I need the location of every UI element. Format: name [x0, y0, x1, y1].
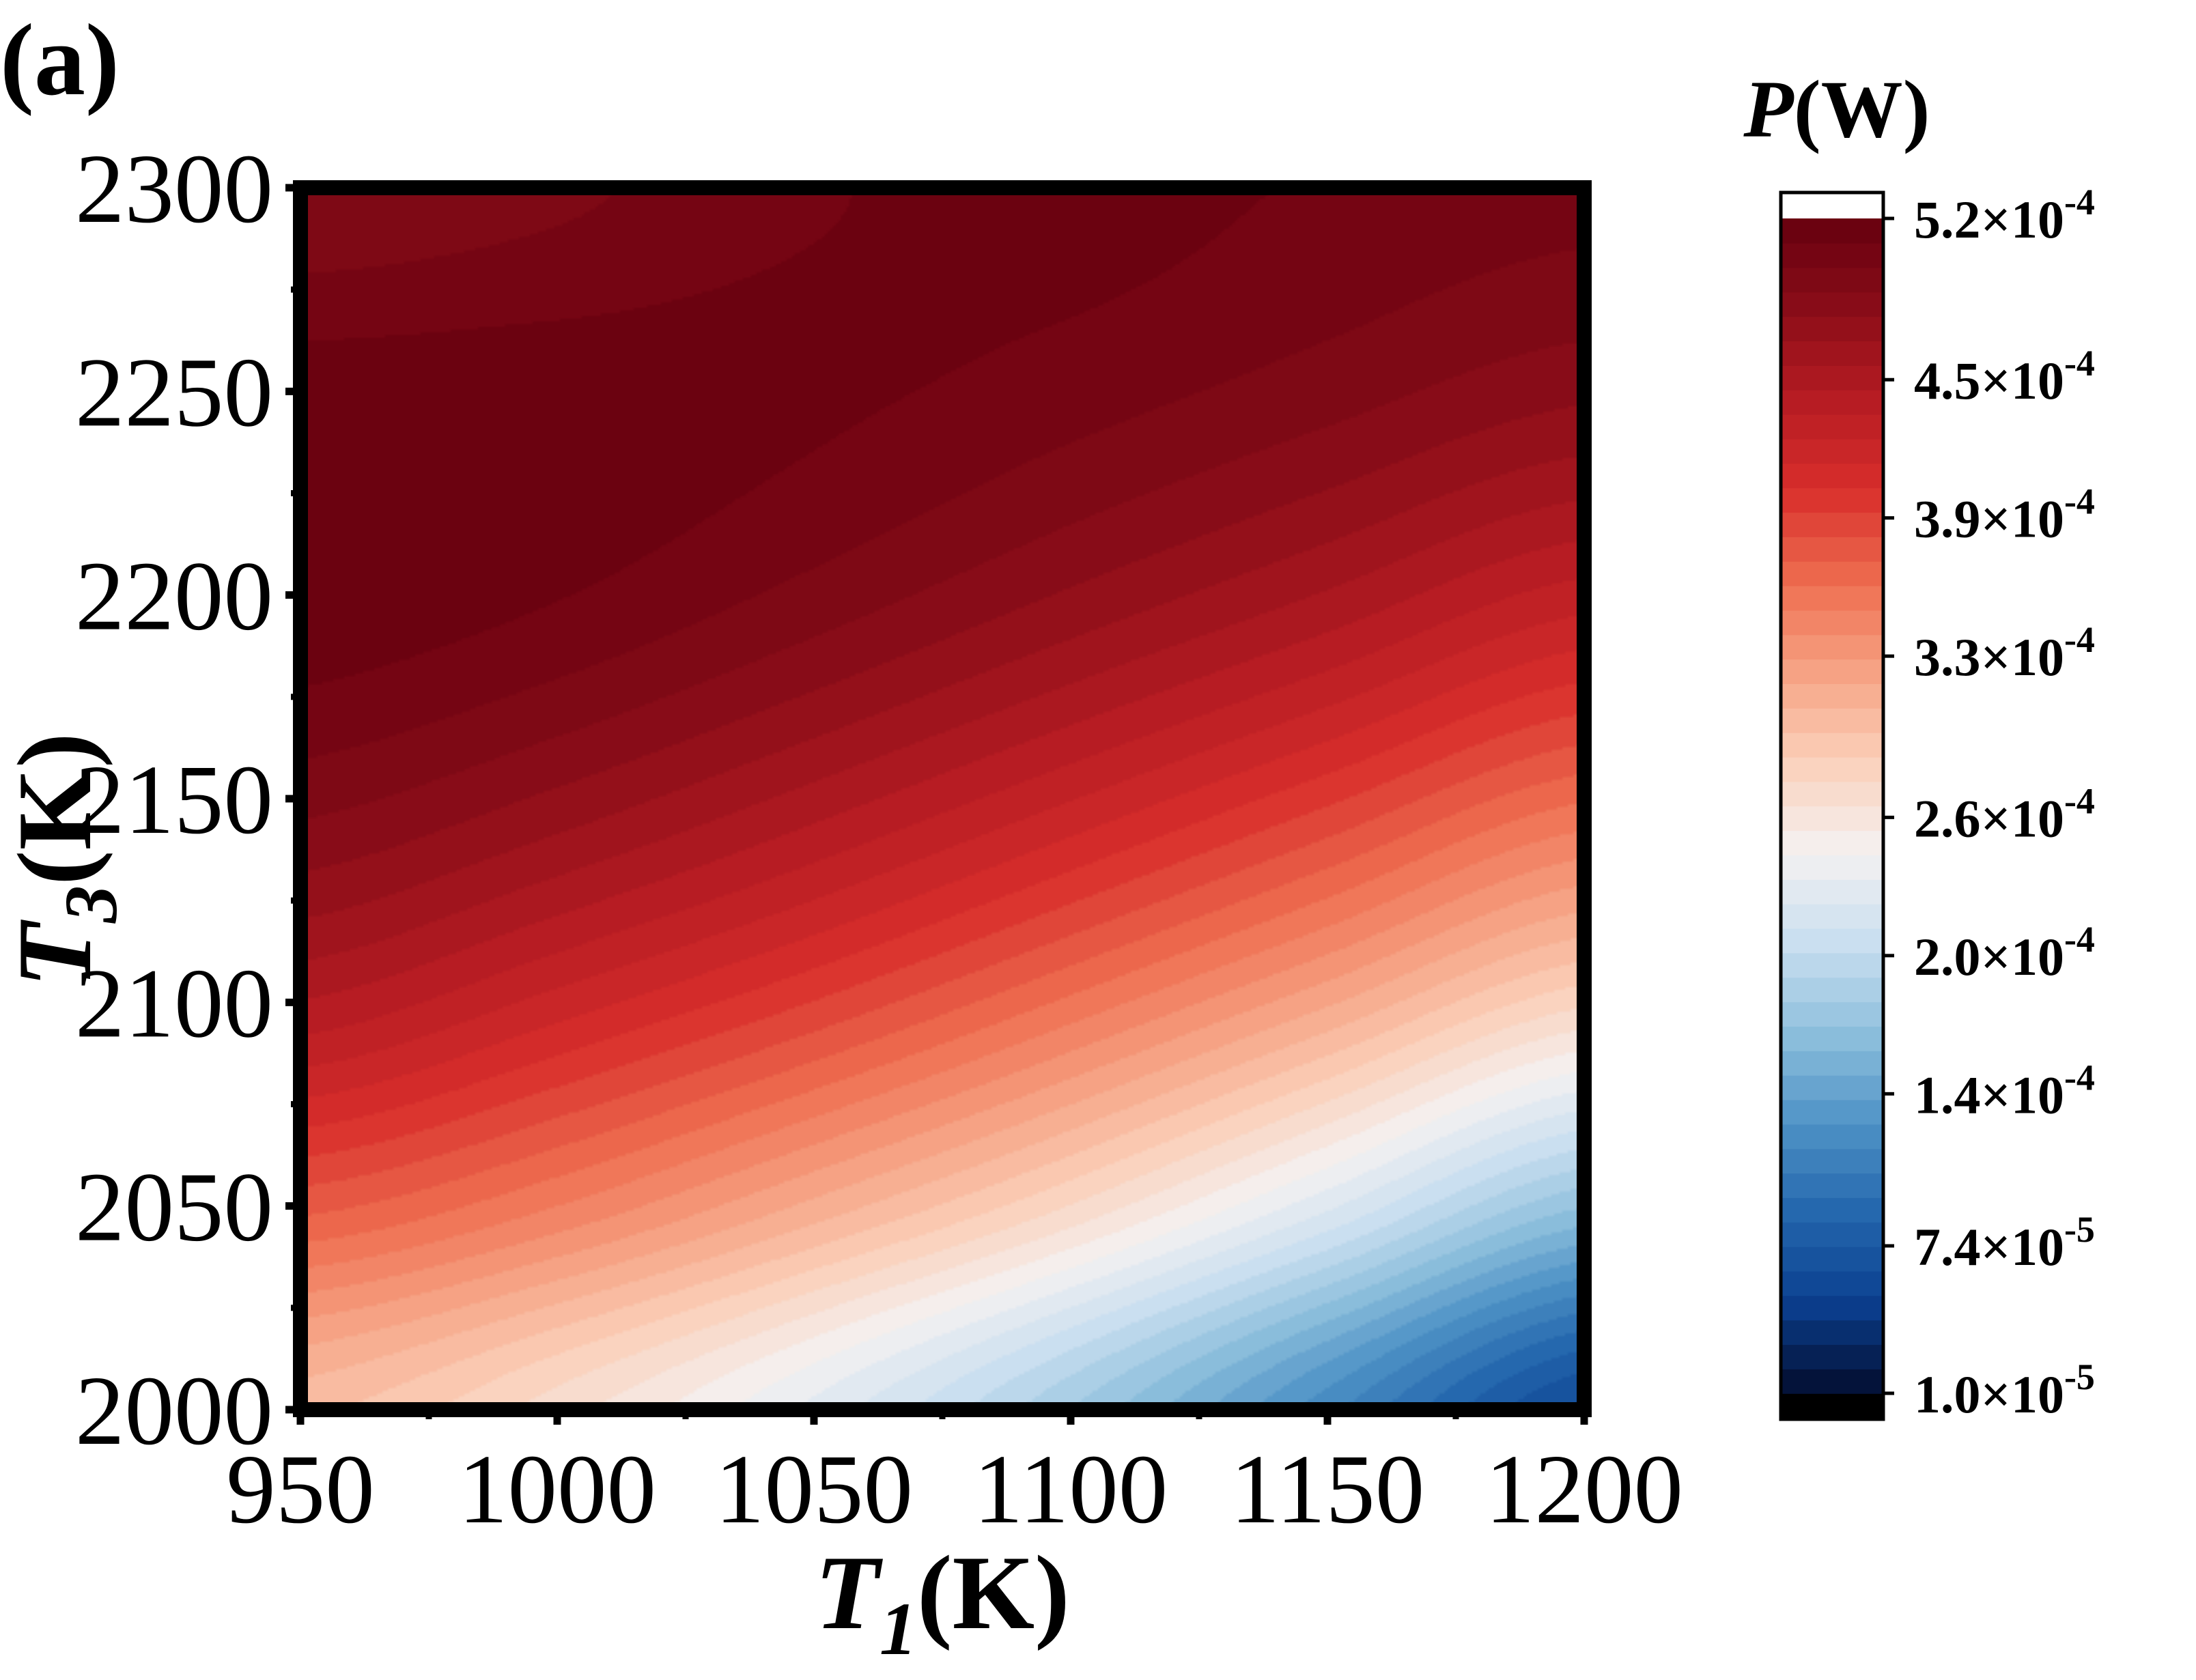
colorbar-band [1781, 438, 1883, 464]
colorbar-band [1781, 1173, 1883, 1198]
colorbar-tick-label: 5.2×10-4 [1914, 182, 2095, 249]
colorbar-band [1781, 389, 1883, 415]
colorbar-title-symbol: P [1743, 63, 1794, 154]
colorbar-band [1781, 1074, 1883, 1100]
colorbar-band [1781, 952, 1883, 978]
colorbar-band [1781, 1026, 1883, 1051]
colorbar-band [1781, 341, 1883, 366]
x-tick-label: 1000 [458, 1435, 656, 1544]
y-axis-label-subscript: 3 [49, 885, 132, 924]
colorbar-band [1781, 1295, 1883, 1321]
colorbar-tick-label: 3.3×10-4 [1914, 619, 2095, 687]
colorbar-band [1781, 708, 1883, 733]
panel-label: (a) [0, 3, 119, 117]
colorbar-band [1781, 537, 1883, 562]
x-axis-label-subscript: 1 [879, 1587, 917, 1670]
colorbar-band [1781, 267, 1883, 293]
y-axis: 2000 2050 2100 2150 2200 2250 2300 [75, 134, 300, 1466]
y-tick-label: 2100 [75, 949, 273, 1058]
colorbar-band [1781, 903, 1883, 929]
colorbar-title-unit: (W) [1794, 63, 1930, 154]
colorbar-tick-label: 1.4×10-4 [1914, 1057, 2095, 1124]
x-axis-label: T1(K) [815, 1534, 1069, 1670]
plot-area [293, 180, 1592, 1417]
colorbar-tick-label: 4.5×10-4 [1914, 343, 2095, 410]
colorbar-title: P(W) [1743, 63, 1930, 154]
colorbar-band [1781, 316, 1883, 342]
colorbar-band [1781, 1344, 1883, 1369]
colorbar-under-band [1781, 1393, 1883, 1419]
y-tick-label: 2250 [75, 338, 273, 447]
y-axis-label-symbol: T [0, 920, 113, 988]
colorbar-band [1781, 683, 1883, 709]
colorbar-band [1781, 732, 1883, 758]
y-axis-label-unit: (K) [0, 732, 113, 885]
colorbar-band [1781, 610, 1883, 636]
colorbar-band [1781, 1099, 1883, 1125]
colorbar: P(W) 1.0×10-5 7.4×10-5 1.4×10-4 2.0×10-4 2.6… [1743, 63, 2095, 1424]
x-tick-label: 950 [226, 1435, 375, 1544]
y-tick-label: 2200 [75, 542, 273, 651]
colorbar-band [1781, 414, 1883, 440]
x-tick-label: 1150 [1230, 1435, 1425, 1544]
colorbar-band [1781, 879, 1883, 905]
colorbar-band [1781, 830, 1883, 856]
y-tick-label: 2050 [75, 1153, 273, 1262]
colorbar-band [1781, 560, 1883, 586]
contour-fill [300, 188, 1584, 1410]
colorbar-band [1781, 928, 1883, 954]
y-tick-label: 2000 [75, 1356, 273, 1466]
x-axis-label-symbol: T [815, 1534, 883, 1651]
y-tick-label: 2300 [75, 134, 273, 244]
x-tick-label: 1100 [974, 1435, 1168, 1544]
colorbar-band [1781, 291, 1883, 317]
x-axis: 950 1000 1050 1100 1150 1200 [226, 1410, 1683, 1544]
colorbar-tick-label: 7.4×10-5 [1914, 1209, 2095, 1277]
colorbar-band [1781, 1001, 1883, 1027]
colorbar-tick-label: 2.0×10-4 [1914, 919, 2095, 986]
colorbar-band [1781, 781, 1883, 807]
colorbar-band [1781, 242, 1883, 268]
colorbar-band [1781, 1246, 1883, 1272]
colorbar-band [1781, 1197, 1883, 1223]
colorbar-ticks: 1.0×10-5 7.4×10-5 1.4×10-4 2.0×10-4 2.6×10-4… [1883, 182, 2095, 1424]
colorbar-band [1781, 1320, 1883, 1346]
colorbar-bands [1781, 193, 1883, 1419]
colorbar-band [1781, 1369, 1883, 1394]
colorbar-band [1781, 1270, 1883, 1296]
colorbar-band [1781, 1148, 1883, 1174]
y-axis-label: T3(K) [0, 732, 132, 987]
colorbar-band [1781, 365, 1883, 390]
x-tick-label: 1200 [1485, 1435, 1683, 1544]
y-tick-label: 2150 [75, 745, 273, 855]
colorbar-band [1781, 585, 1883, 611]
colorbar-band [1781, 1222, 1883, 1247]
x-tick-label: 1050 [715, 1435, 913, 1544]
colorbar-band [1781, 1051, 1883, 1076]
colorbar-band [1781, 659, 1883, 685]
colorbar-tick-label: 1.0×10-5 [1914, 1356, 2095, 1424]
colorbar-frame [1779, 190, 1885, 1421]
colorbar-tick-label: 3.9×10-4 [1914, 481, 2095, 549]
colorbar-band [1781, 806, 1883, 831]
colorbar-band [1781, 977, 1883, 1003]
x-axis-label-unit: (K) [917, 1534, 1070, 1651]
colorbar-over-band [1781, 193, 1883, 218]
colorbar-band [1781, 463, 1883, 489]
colorbar-band [1781, 855, 1883, 880]
colorbar-band [1781, 512, 1883, 537]
colorbar-band [1781, 1124, 1883, 1150]
colorbar-tick-label: 2.6×10-4 [1914, 780, 2095, 848]
colorbar-band [1781, 218, 1883, 244]
colorbar-band [1781, 756, 1883, 782]
colorbar-band [1781, 634, 1883, 660]
colorbar-band [1781, 487, 1883, 513]
